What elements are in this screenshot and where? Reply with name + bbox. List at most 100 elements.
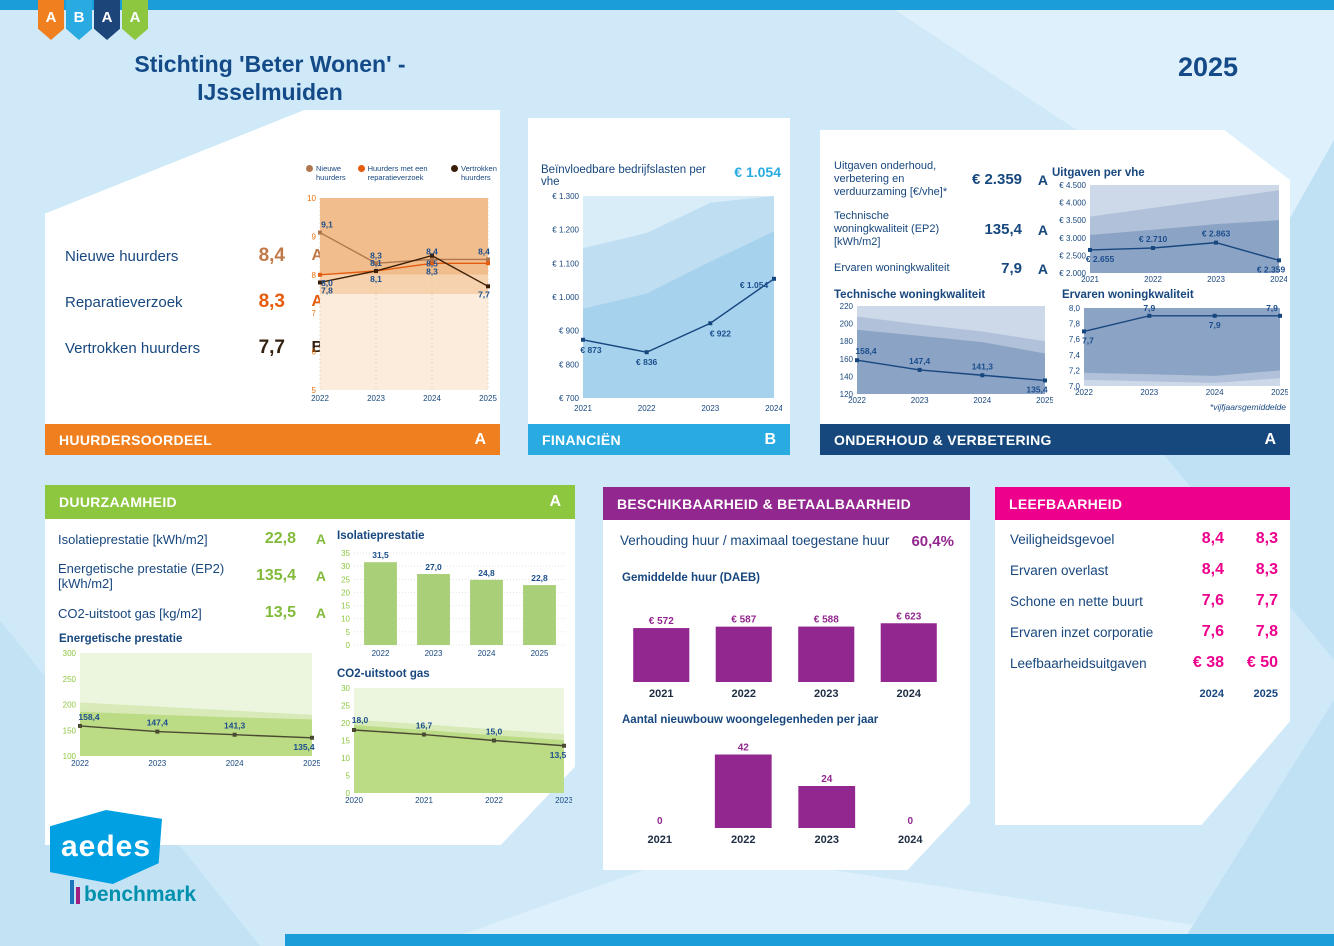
- svg-text:7,8: 7,8: [1069, 320, 1081, 329]
- metric-row: Ervaren overlast 8,4 8,3: [1010, 561, 1278, 579]
- svg-text:160: 160: [840, 355, 854, 364]
- svg-text:0: 0: [346, 641, 351, 650]
- svg-text:2025: 2025: [531, 649, 549, 658]
- svg-text:€ 1.100: € 1.100: [552, 259, 579, 268]
- metric-value-2025: 7,7: [1255, 592, 1278, 609]
- chart-title: Energetische prestatie: [59, 633, 183, 645]
- svg-text:2025: 2025: [1271, 388, 1288, 397]
- legend-label: Vertrokken huurders: [461, 164, 497, 182]
- year-column-label: 2024: [1199, 688, 1224, 700]
- svg-text:20: 20: [341, 719, 350, 728]
- svg-text:2024: 2024: [973, 396, 991, 405]
- uitgaven-per-vhe-chart: € 2.000 € 2.500 € 3.000 € 3.500 € 4.000 € 4.5…: [1050, 181, 1288, 285]
- svg-text:30: 30: [341, 562, 350, 571]
- financien-header: FINANCIËN B: [528, 424, 790, 455]
- svg-text:35: 35: [341, 549, 350, 558]
- metric-grade: A: [1037, 260, 1048, 277]
- beschikbaarheid-panel: [603, 520, 970, 870]
- legend-label: Huurders met een reparatieverzoek: [367, 164, 428, 182]
- svg-text:0: 0: [657, 816, 663, 827]
- svg-text:2024: 2024: [478, 649, 496, 658]
- metric-value-2025: 7,8: [1255, 623, 1278, 640]
- metric-label: Beïnvloedbare bedrijfslasten per vhe: [541, 164, 706, 188]
- year-column-label: 2025: [1253, 688, 1278, 700]
- svg-text:2020: 2020: [345, 796, 363, 805]
- metric-value-2025: € 50: [1246, 654, 1278, 671]
- financien-headline: Beïnvloedbare bedrijfslasten per vhe € 1…: [541, 164, 781, 188]
- svg-text:7,9: 7,9: [1209, 320, 1221, 330]
- svg-text:2024: 2024: [226, 759, 244, 768]
- svg-text:10: 10: [341, 754, 350, 763]
- panel-grade: B: [764, 430, 776, 448]
- svg-text:8,1: 8,1: [370, 258, 382, 268]
- huurdersoordeel-header: HUURDERSOORDEEL A: [45, 424, 500, 455]
- svg-text:€ 800: € 800: [559, 360, 580, 369]
- gemiddelde-huur-chart: 2021 2022 2023 2024 € 572 € 587 € 588 € 623: [618, 602, 952, 700]
- svg-text:2022: 2022: [638, 404, 656, 413]
- metric-grade: A: [1037, 171, 1048, 188]
- svg-text:15: 15: [341, 602, 350, 611]
- svg-text:8,4: 8,4: [426, 246, 438, 256]
- svg-text:2023: 2023: [148, 759, 166, 768]
- metric-value-2024: 8,4: [1201, 561, 1224, 578]
- grade-badge-financien: B: [66, 0, 92, 40]
- metric-value: 8,4: [258, 245, 285, 266]
- svg-text:141,3: 141,3: [972, 361, 994, 371]
- page-title-line2: IJsselmuiden: [197, 79, 343, 105]
- chart-title: Aantal nieuwbouw woongelegenheden per ja…: [622, 714, 879, 726]
- panel-grade: A: [1264, 430, 1276, 448]
- metric-value: € 2.359: [971, 171, 1022, 188]
- svg-text:7: 7: [312, 309, 317, 318]
- svg-text:7,8: 7,8: [321, 285, 333, 295]
- svg-text:2021: 2021: [415, 796, 433, 805]
- svg-text:2023: 2023: [1207, 275, 1225, 284]
- svg-text:2023: 2023: [701, 404, 719, 413]
- svg-text:2022: 2022: [1075, 388, 1093, 397]
- metric-row: Energetische prestatie (EP2) [kWh/m2] 13…: [58, 561, 326, 591]
- svg-text:25: 25: [341, 702, 350, 711]
- benchmark-logo: benchmark: [70, 880, 196, 905]
- metric-value: 8,3: [258, 291, 285, 312]
- svg-text:€ 2.500: € 2.500: [1059, 251, 1086, 260]
- svg-text:8,3: 8,3: [426, 266, 438, 276]
- grade-badge-onderhoud: A: [94, 0, 120, 40]
- svg-text:€ 587: € 587: [731, 615, 756, 626]
- metric-row: Schone en nette buurt 7,6 7,7: [1010, 592, 1278, 610]
- svg-text:€ 922: € 922: [710, 328, 732, 338]
- svg-text:€ 700: € 700: [559, 394, 580, 403]
- metric-row: Ervaren inzet corporatie 7,6 7,8: [1010, 623, 1278, 641]
- beschikbaarheid-headline: Verhouding huur / maximaal toegestane hu…: [620, 533, 954, 550]
- svg-text:2023: 2023: [911, 396, 929, 405]
- svg-text:€ 3.500: € 3.500: [1059, 216, 1086, 225]
- metric-value-2024: € 38: [1192, 654, 1224, 671]
- leefbaarheid-header: LEEFBAARHEID: [995, 487, 1290, 520]
- svg-text:25: 25: [341, 575, 350, 584]
- panel-title: BESCHIKBAARHEID & BETAALBAARHEID: [617, 495, 912, 512]
- metric-label: Ervaren woningkwaliteit: [834, 262, 950, 274]
- svg-text:€ 3.000: € 3.000: [1059, 234, 1086, 243]
- metric-row: Reparatieverzoek 8,3 A: [65, 291, 323, 313]
- svg-text:10: 10: [341, 615, 350, 624]
- svg-text:2023: 2023: [555, 796, 572, 805]
- panel-title: ONDERHOUD & VERBETERING: [834, 431, 1052, 448]
- metric-label: Ervaren inzet corporatie: [1010, 624, 1154, 640]
- grade-badge-duurzaamheid: A: [122, 0, 148, 40]
- svg-text:€ 2.710: € 2.710: [1139, 234, 1168, 244]
- svg-text:24,8: 24,8: [478, 568, 495, 578]
- svg-text:8,4: 8,4: [478, 246, 490, 256]
- svg-text:135,4: 135,4: [1026, 384, 1048, 394]
- svg-text:42: 42: [738, 743, 750, 754]
- co2-uitstoot-chart: 0 5 10 15 20 25 30 2020 2021 2022 2023 18,0 16,7 15,0…: [334, 682, 573, 806]
- benchmark-bar-icon: [70, 880, 74, 904]
- svg-text:2021: 2021: [574, 404, 592, 413]
- metric-label: Vertrokken huurders: [65, 339, 201, 357]
- svg-text:135,4: 135,4: [293, 742, 315, 752]
- svg-text:16,7: 16,7: [416, 721, 433, 731]
- chart-legend: Nieuwe huurders Huurders met een reparat…: [306, 164, 504, 182]
- footnote: *vijfjaarsgemiddelde: [1209, 402, 1286, 412]
- metric-label: Isolatieprestatie [kWh/m2]: [58, 531, 208, 547]
- svg-text:5: 5: [312, 386, 317, 395]
- leefbaarheid-panel: [995, 520, 1290, 825]
- chart-title: Isolatieprestatie: [337, 530, 425, 542]
- svg-text:€ 873: € 873: [580, 345, 602, 355]
